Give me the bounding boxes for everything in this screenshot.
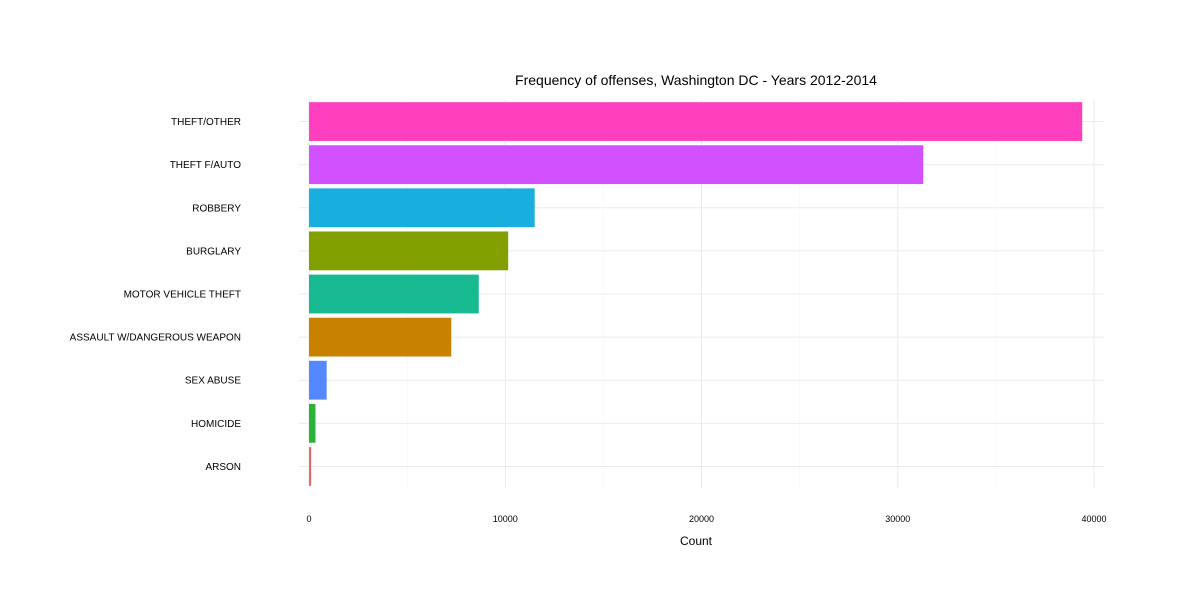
bar-robbery [309, 188, 535, 228]
category-labels: THEFT/OTHER THEFT F/AUTO ROBBERY BURGLARY MO… [70, 117, 242, 473]
x-tick-label: 20000 [689, 514, 714, 524]
category-label: THEFT/OTHER [171, 117, 241, 128]
x-axis-ticks: 0 10000 20000 30000 40000 [306, 514, 1106, 524]
category-label: SEX ABUSE [185, 376, 241, 387]
x-tick-label: 40000 [1081, 514, 1106, 524]
bars [309, 102, 1083, 486]
x-tick-label: 10000 [493, 514, 518, 524]
x-tick-label: 0 [306, 514, 311, 524]
chart-title: Frequency of offenses, Washington DC - Y… [515, 72, 877, 88]
category-label: MOTOR VEHICLE THEFT [124, 290, 241, 301]
category-label: THEFT F/AUTO [170, 160, 242, 171]
x-axis-title: Count [680, 534, 713, 548]
bar-motor-vehicle-theft [309, 274, 479, 314]
bar-sex-abuse [309, 360, 327, 400]
category-label: ARSON [205, 462, 241, 473]
bar-arson [309, 447, 312, 486]
bar-theft-other [309, 102, 1083, 141]
category-label: BURGLARY [186, 246, 241, 257]
category-label: ROBBERY [192, 203, 241, 214]
x-tick-label: 30000 [885, 514, 910, 524]
bar-homicide [309, 403, 316, 443]
category-label: ASSAULT W/DANGEROUS WEAPON [70, 333, 241, 344]
bar-burglary [309, 231, 509, 271]
category-label: HOMICIDE [191, 419, 241, 430]
bar-assault-w-dangerous-weapon [309, 317, 452, 357]
bar-theft-f-auto [309, 145, 924, 185]
